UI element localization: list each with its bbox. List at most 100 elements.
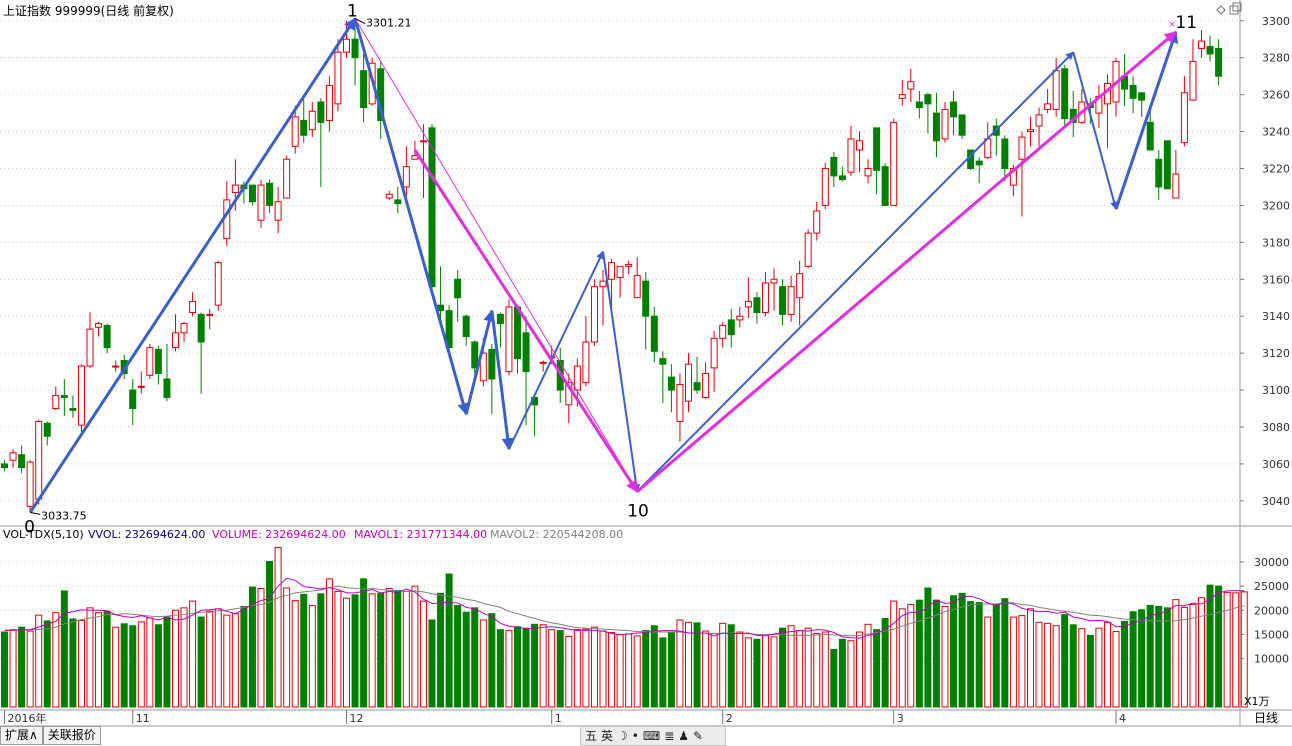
volume-bar [377, 592, 385, 708]
dot-icon[interactable]: • [631, 729, 639, 743]
moon-icon[interactable]: ☽ [617, 729, 628, 743]
candle [915, 90, 923, 119]
candle [129, 378, 137, 426]
candlestick-series [1, 18, 1223, 513]
price-tick-label: 3120 [1262, 347, 1290, 360]
candle [1044, 89, 1052, 114]
candle-body [394, 199, 402, 205]
marker-x: × [1168, 20, 1176, 30]
volume-bar [206, 610, 214, 708]
keyboard-icon[interactable]: ⌨ [642, 729, 661, 743]
candle [77, 364, 85, 433]
candle [505, 299, 513, 376]
candle [1215, 39, 1223, 86]
candle [642, 271, 650, 350]
low-price-label: 3033.75 [41, 509, 87, 522]
candle-body [702, 372, 710, 398]
volume-bar [1061, 614, 1069, 708]
volume-bar [1112, 631, 1120, 708]
candle-body [1206, 46, 1214, 55]
candle [334, 39, 342, 112]
volume-bar [796, 630, 804, 708]
candle [248, 184, 256, 206]
price-tick-label: 3080 [1262, 421, 1290, 434]
volume-bar [608, 632, 616, 708]
candle-body [522, 332, 530, 373]
candle [9, 449, 17, 468]
volume-bar [1052, 625, 1060, 708]
price-tick-label: 3240 [1262, 126, 1290, 139]
volume-bar [95, 612, 103, 708]
candle-body [633, 275, 641, 299]
tab-expand[interactable]: 扩展∧ [0, 726, 43, 745]
volume-bar [351, 594, 359, 708]
volume-bar [462, 611, 470, 708]
candle [590, 279, 598, 346]
volume-bar [1086, 634, 1094, 708]
wubi-icon[interactable]: 五 [585, 729, 598, 743]
candle [710, 330, 718, 392]
volume-bar [915, 599, 923, 708]
candle-body [616, 265, 624, 278]
volume-bar [60, 590, 68, 708]
candle-body [129, 389, 137, 410]
volume-bar [761, 633, 769, 708]
candle-body [35, 420, 43, 500]
candle-body [385, 193, 393, 199]
candle-body [1172, 173, 1180, 199]
candle-body [488, 348, 496, 380]
volume-bar [437, 592, 445, 708]
volume-bar [821, 631, 829, 708]
candle-body [325, 84, 333, 121]
diamond-icon[interactable] [1216, 5, 1226, 15]
candle [454, 270, 462, 322]
volume-bar [590, 626, 598, 708]
date-tick-label: 11 [136, 712, 150, 725]
candle-body [761, 282, 769, 314]
mavol2-line [4, 585, 1245, 637]
candle-body [907, 81, 915, 90]
volume-bar [1232, 592, 1240, 708]
candle [736, 306, 744, 328]
candle-body [419, 140, 427, 143]
settings-icon[interactable]: ✎ [693, 729, 704, 743]
candle [496, 312, 504, 348]
candle [685, 353, 692, 413]
mavol1-value: MAVOL1: 231771344.00 [354, 528, 487, 541]
candle-body [873, 127, 881, 171]
candle-body [719, 324, 727, 339]
candle [266, 179, 274, 213]
candle-body [941, 108, 949, 140]
candle-body [445, 310, 453, 349]
candle-body [1163, 140, 1171, 190]
english-mode-icon[interactable]: 英 [601, 729, 614, 743]
candle-body [411, 155, 419, 160]
volume-bar [137, 621, 145, 708]
candle [907, 68, 915, 103]
candle [890, 118, 898, 206]
candle-body [266, 182, 274, 206]
candle [864, 159, 872, 184]
candle [488, 343, 496, 415]
candle [1138, 92, 1146, 117]
candle [172, 314, 179, 352]
candle [189, 292, 197, 317]
restore-icon[interactable] [1229, 2, 1242, 15]
candle-body [351, 38, 359, 59]
menu-icon[interactable]: ≣ [664, 729, 675, 743]
candle-body [402, 166, 410, 188]
price-tick-label: 3180 [1262, 236, 1290, 249]
candle [360, 54, 368, 123]
candle [625, 260, 633, 274]
volume-bar [924, 587, 932, 708]
candle-body [18, 454, 26, 469]
tab-related-quotes[interactable]: 关联报价 [42, 726, 101, 745]
candle [650, 306, 658, 363]
candle [633, 257, 641, 299]
chart-title: 上证指数 999999(日线 前复权) [3, 3, 174, 18]
volume-bar [120, 623, 128, 708]
candle [146, 343, 154, 379]
user-icon[interactable]: ♟ [678, 729, 690, 743]
candle [471, 340, 479, 378]
volume-bar [479, 619, 487, 708]
